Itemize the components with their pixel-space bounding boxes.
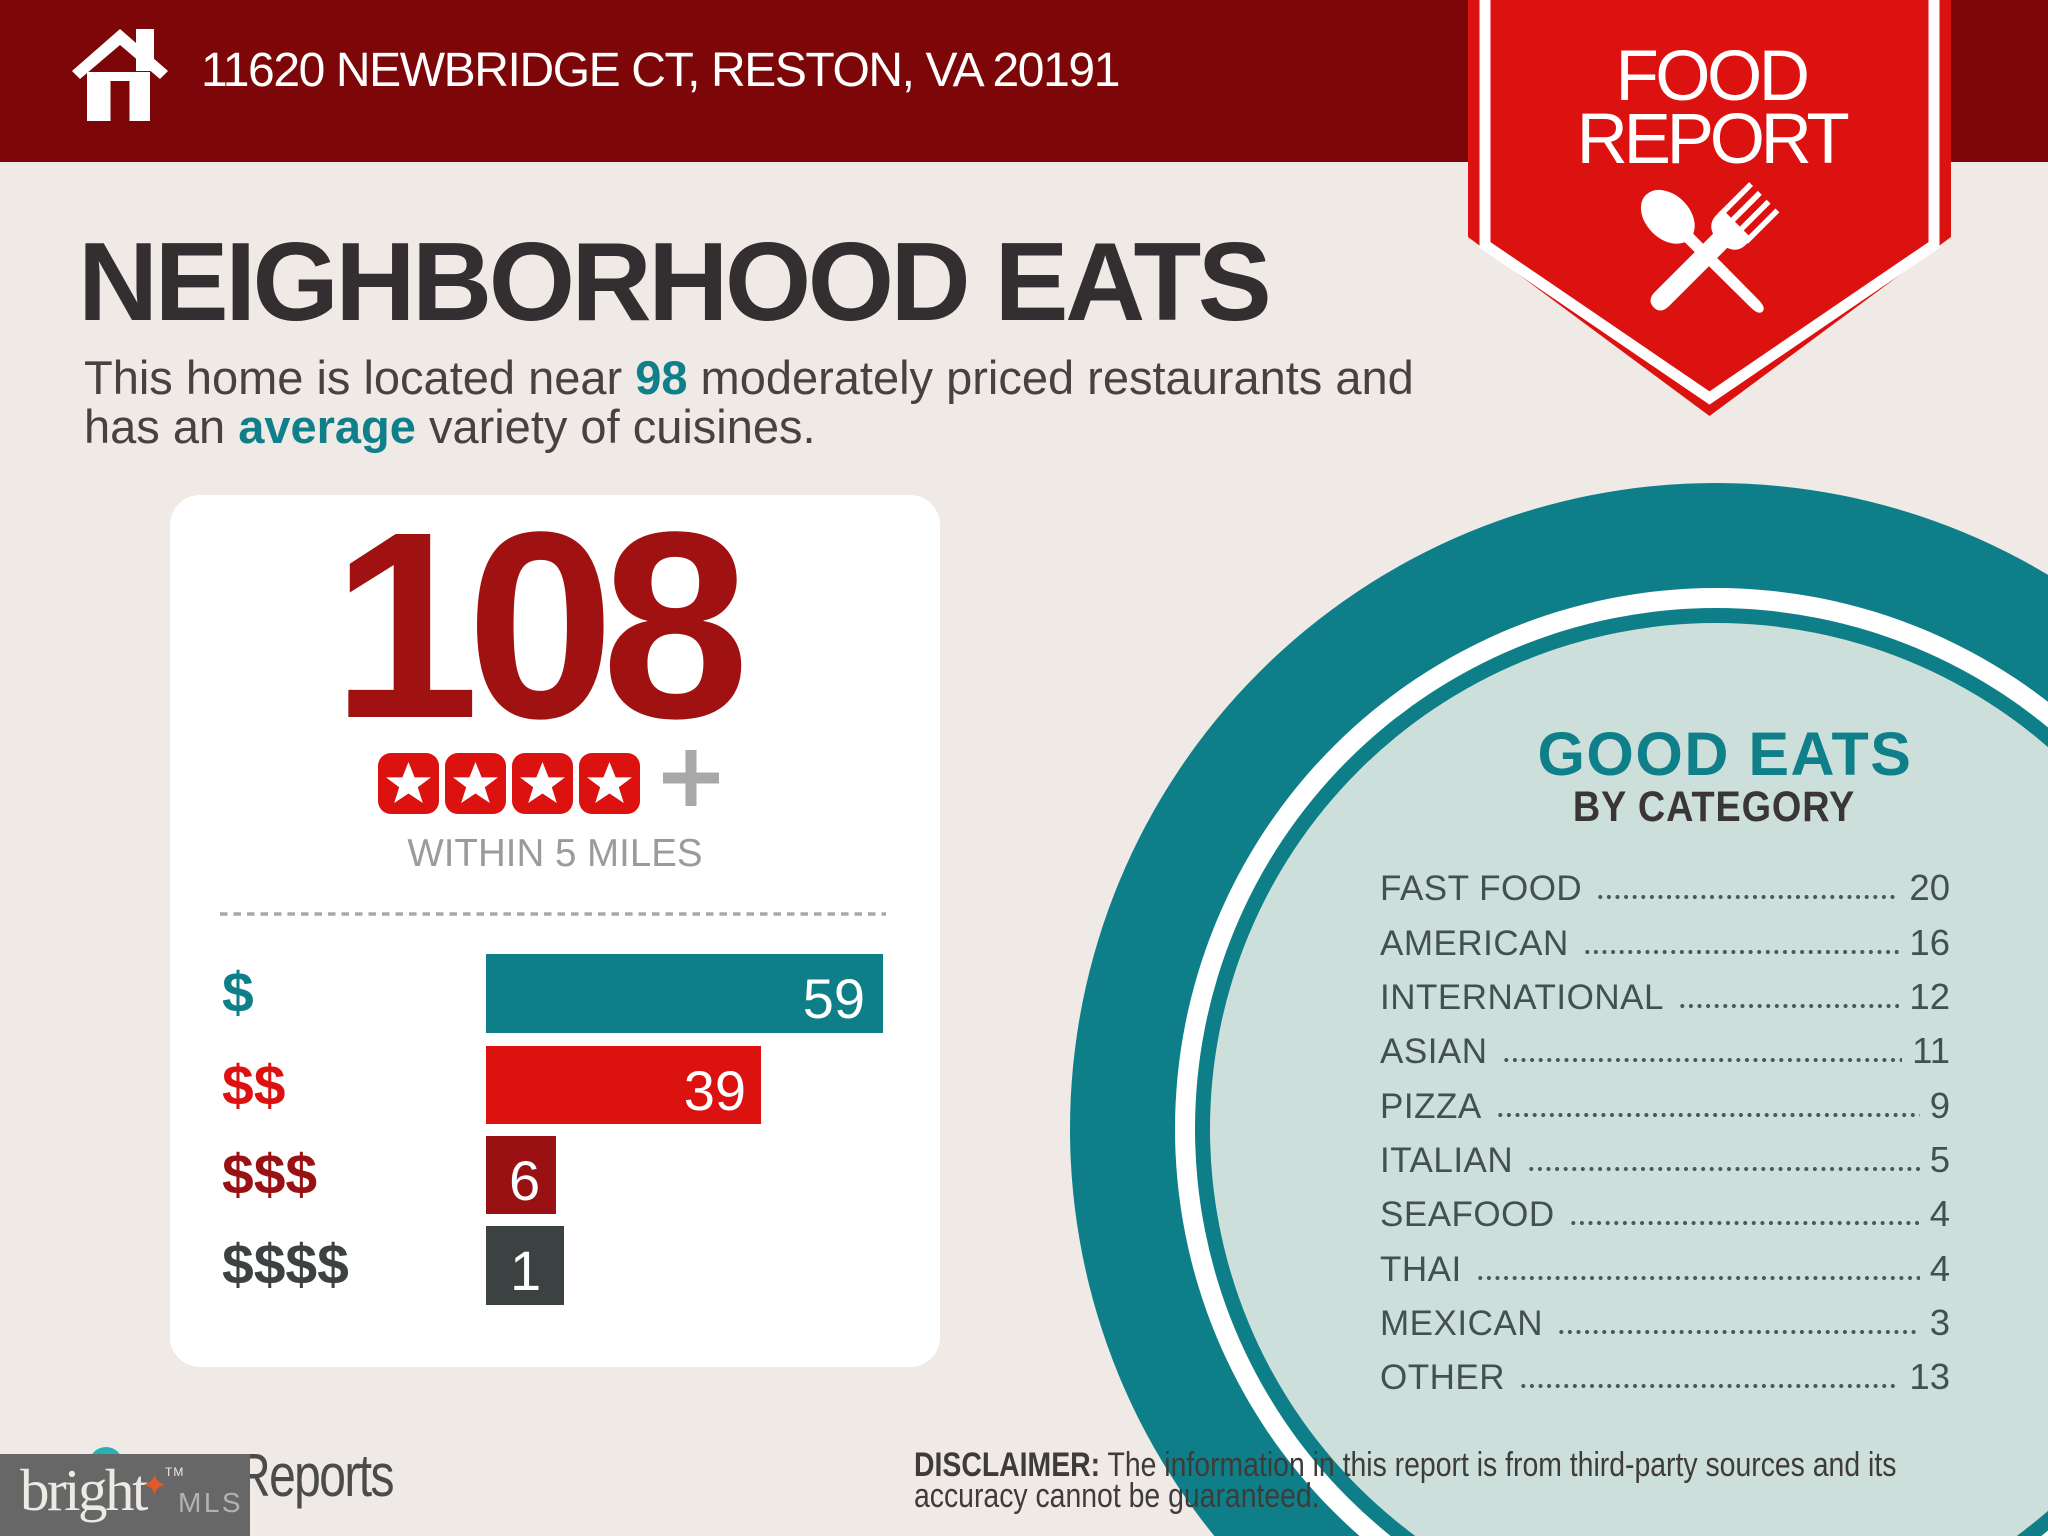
svg-text:REPORT: REPORT [1577, 100, 1849, 179]
svg-text:FOOD: FOOD [1615, 37, 1806, 116]
